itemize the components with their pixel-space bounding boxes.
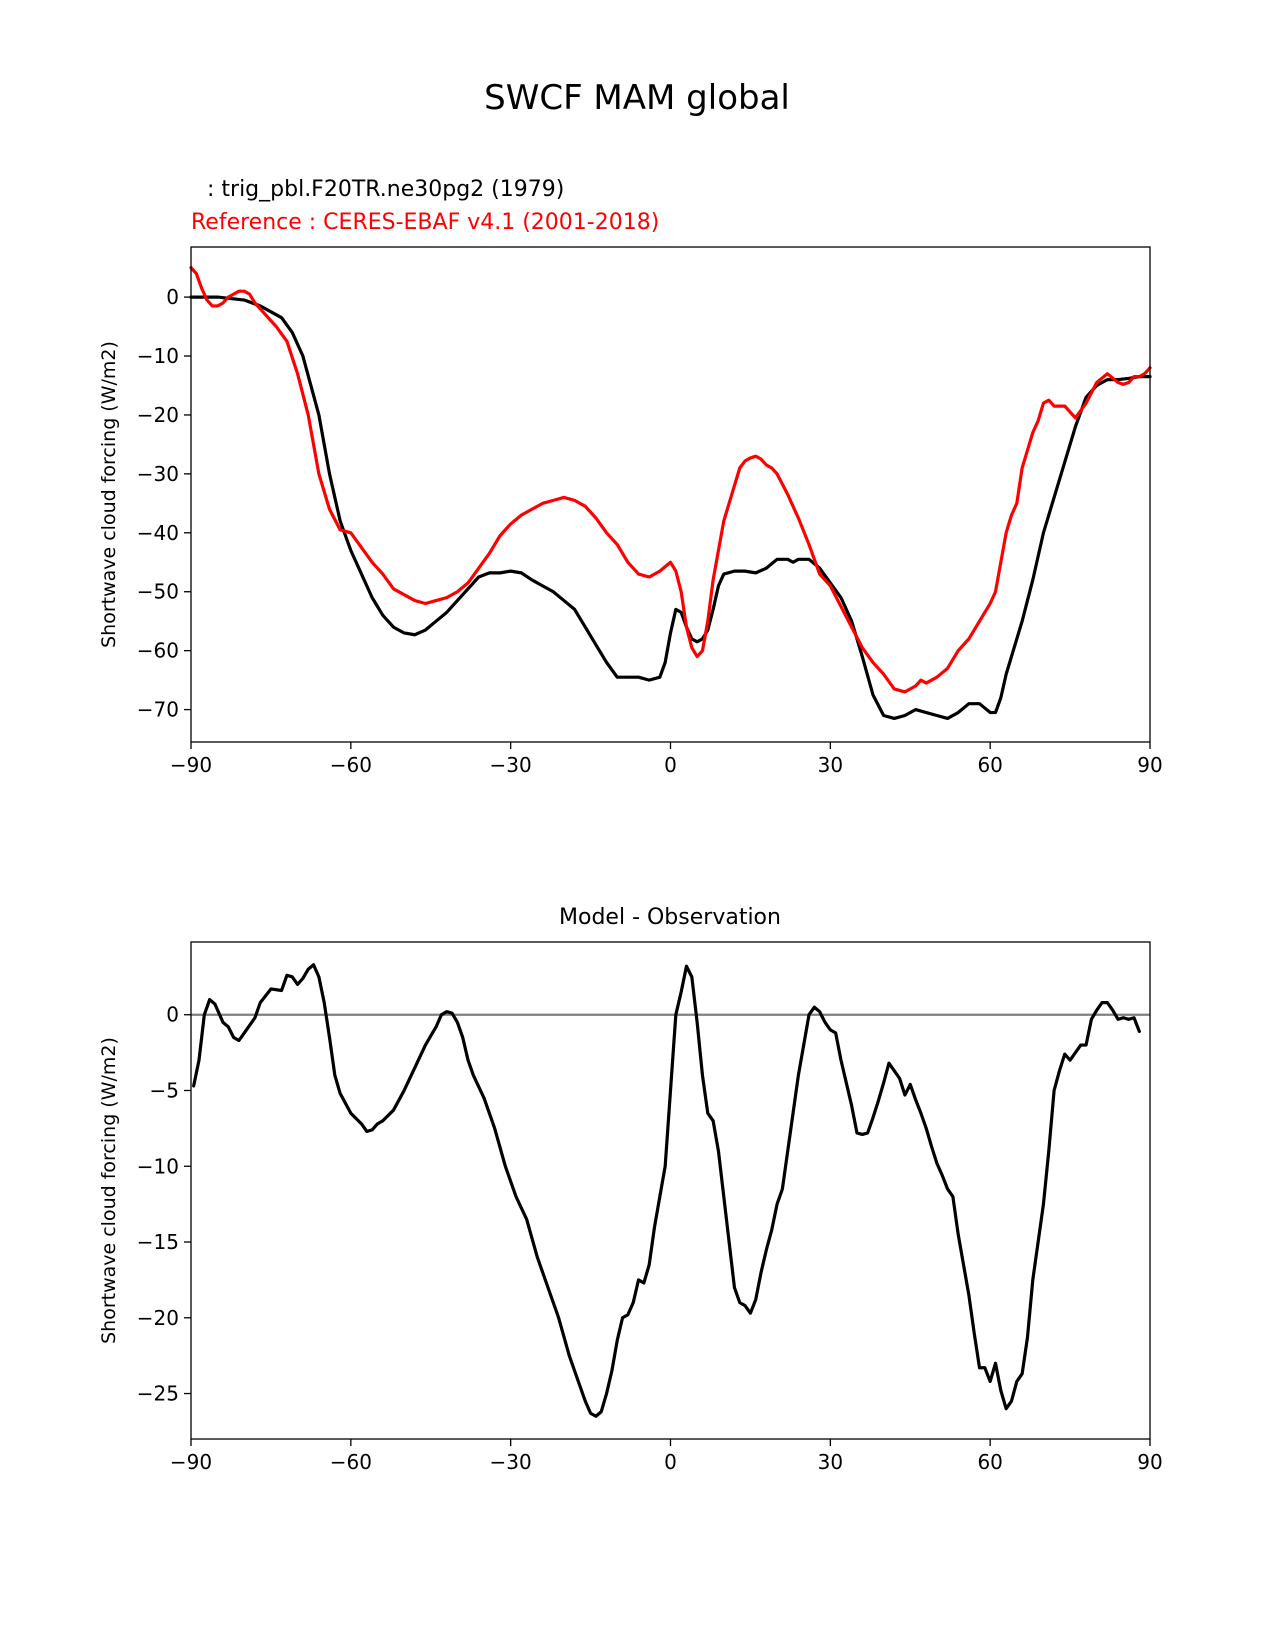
top-ytick-label: −10	[137, 344, 179, 368]
top-ytick-label: −20	[137, 403, 179, 427]
top-y-axis-label: Shortwave cloud forcing (W/m2)	[98, 341, 120, 648]
bottom-xtick-label: 90	[1137, 1450, 1162, 1474]
bottom-ytick-label: −5	[150, 1078, 179, 1102]
top-xtick-label: 90	[1137, 753, 1162, 777]
top-ytick-label: −40	[137, 521, 179, 545]
reference-label: Reference : CERES-EBAF v4.1 (2001-2018)	[191, 210, 659, 235]
bottom-ytick-label: −25	[137, 1382, 179, 1406]
bottom-xtick-label: −90	[170, 1450, 212, 1474]
top-ytick-label: −60	[137, 639, 179, 663]
bottom-xtick-label: −60	[330, 1450, 372, 1474]
bottom-axes-frame	[190, 941, 1151, 1440]
bottom-chart-title: Model - Observation	[559, 905, 781, 930]
bottom-xtick-label: 60	[977, 1450, 1002, 1474]
top-series-model-line	[189, 295, 1152, 721]
bottom-chart: −90 −60 −30 0 30 60 90 0 −5 −10 −15 −20 −25 Shortwave…	[98, 941, 1163, 1474]
top-ytick-label: −30	[137, 462, 179, 486]
bottom-ytick-label: −15	[137, 1230, 179, 1254]
top-xtick-label: 60	[977, 753, 1002, 777]
top-xtick-label: 30	[818, 753, 843, 777]
top-xtick-label: 0	[664, 753, 677, 777]
bottom-y-axis-label: Shortwave cloud forcing (W/m2)	[98, 1037, 120, 1344]
figure-title: SWCF MAM global	[484, 78, 790, 118]
top-ytick-label: −50	[137, 580, 179, 604]
bottom-xtick-label: 0	[664, 1450, 677, 1474]
bottom-xtick-label: 30	[818, 1450, 843, 1474]
top-ytick-label: −70	[137, 698, 179, 722]
top-ytick-label: 0	[166, 285, 179, 309]
top-series-reference-line	[189, 266, 1152, 694]
bottom-xtick-label: −30	[490, 1450, 532, 1474]
bottom-ytick-label: −10	[137, 1154, 179, 1178]
bottom-ytick-label: 0	[166, 1003, 179, 1027]
bottom-ytick-label: −20	[137, 1306, 179, 1330]
top-xtick-label: −90	[170, 753, 212, 777]
top-xtick-label: −60	[330, 753, 372, 777]
top-xtick-label: −30	[490, 753, 532, 777]
bottom-series-model-line	[192, 963, 1141, 1418]
top-chart: −90 −60 −30 0 30 60 90 0 −10 −20 −30 −40 −50 −60 −70 Sh…	[98, 246, 1163, 777]
model-label: : trig_pbl.F20TR.ne30pg2 (1979)	[200, 177, 564, 202]
